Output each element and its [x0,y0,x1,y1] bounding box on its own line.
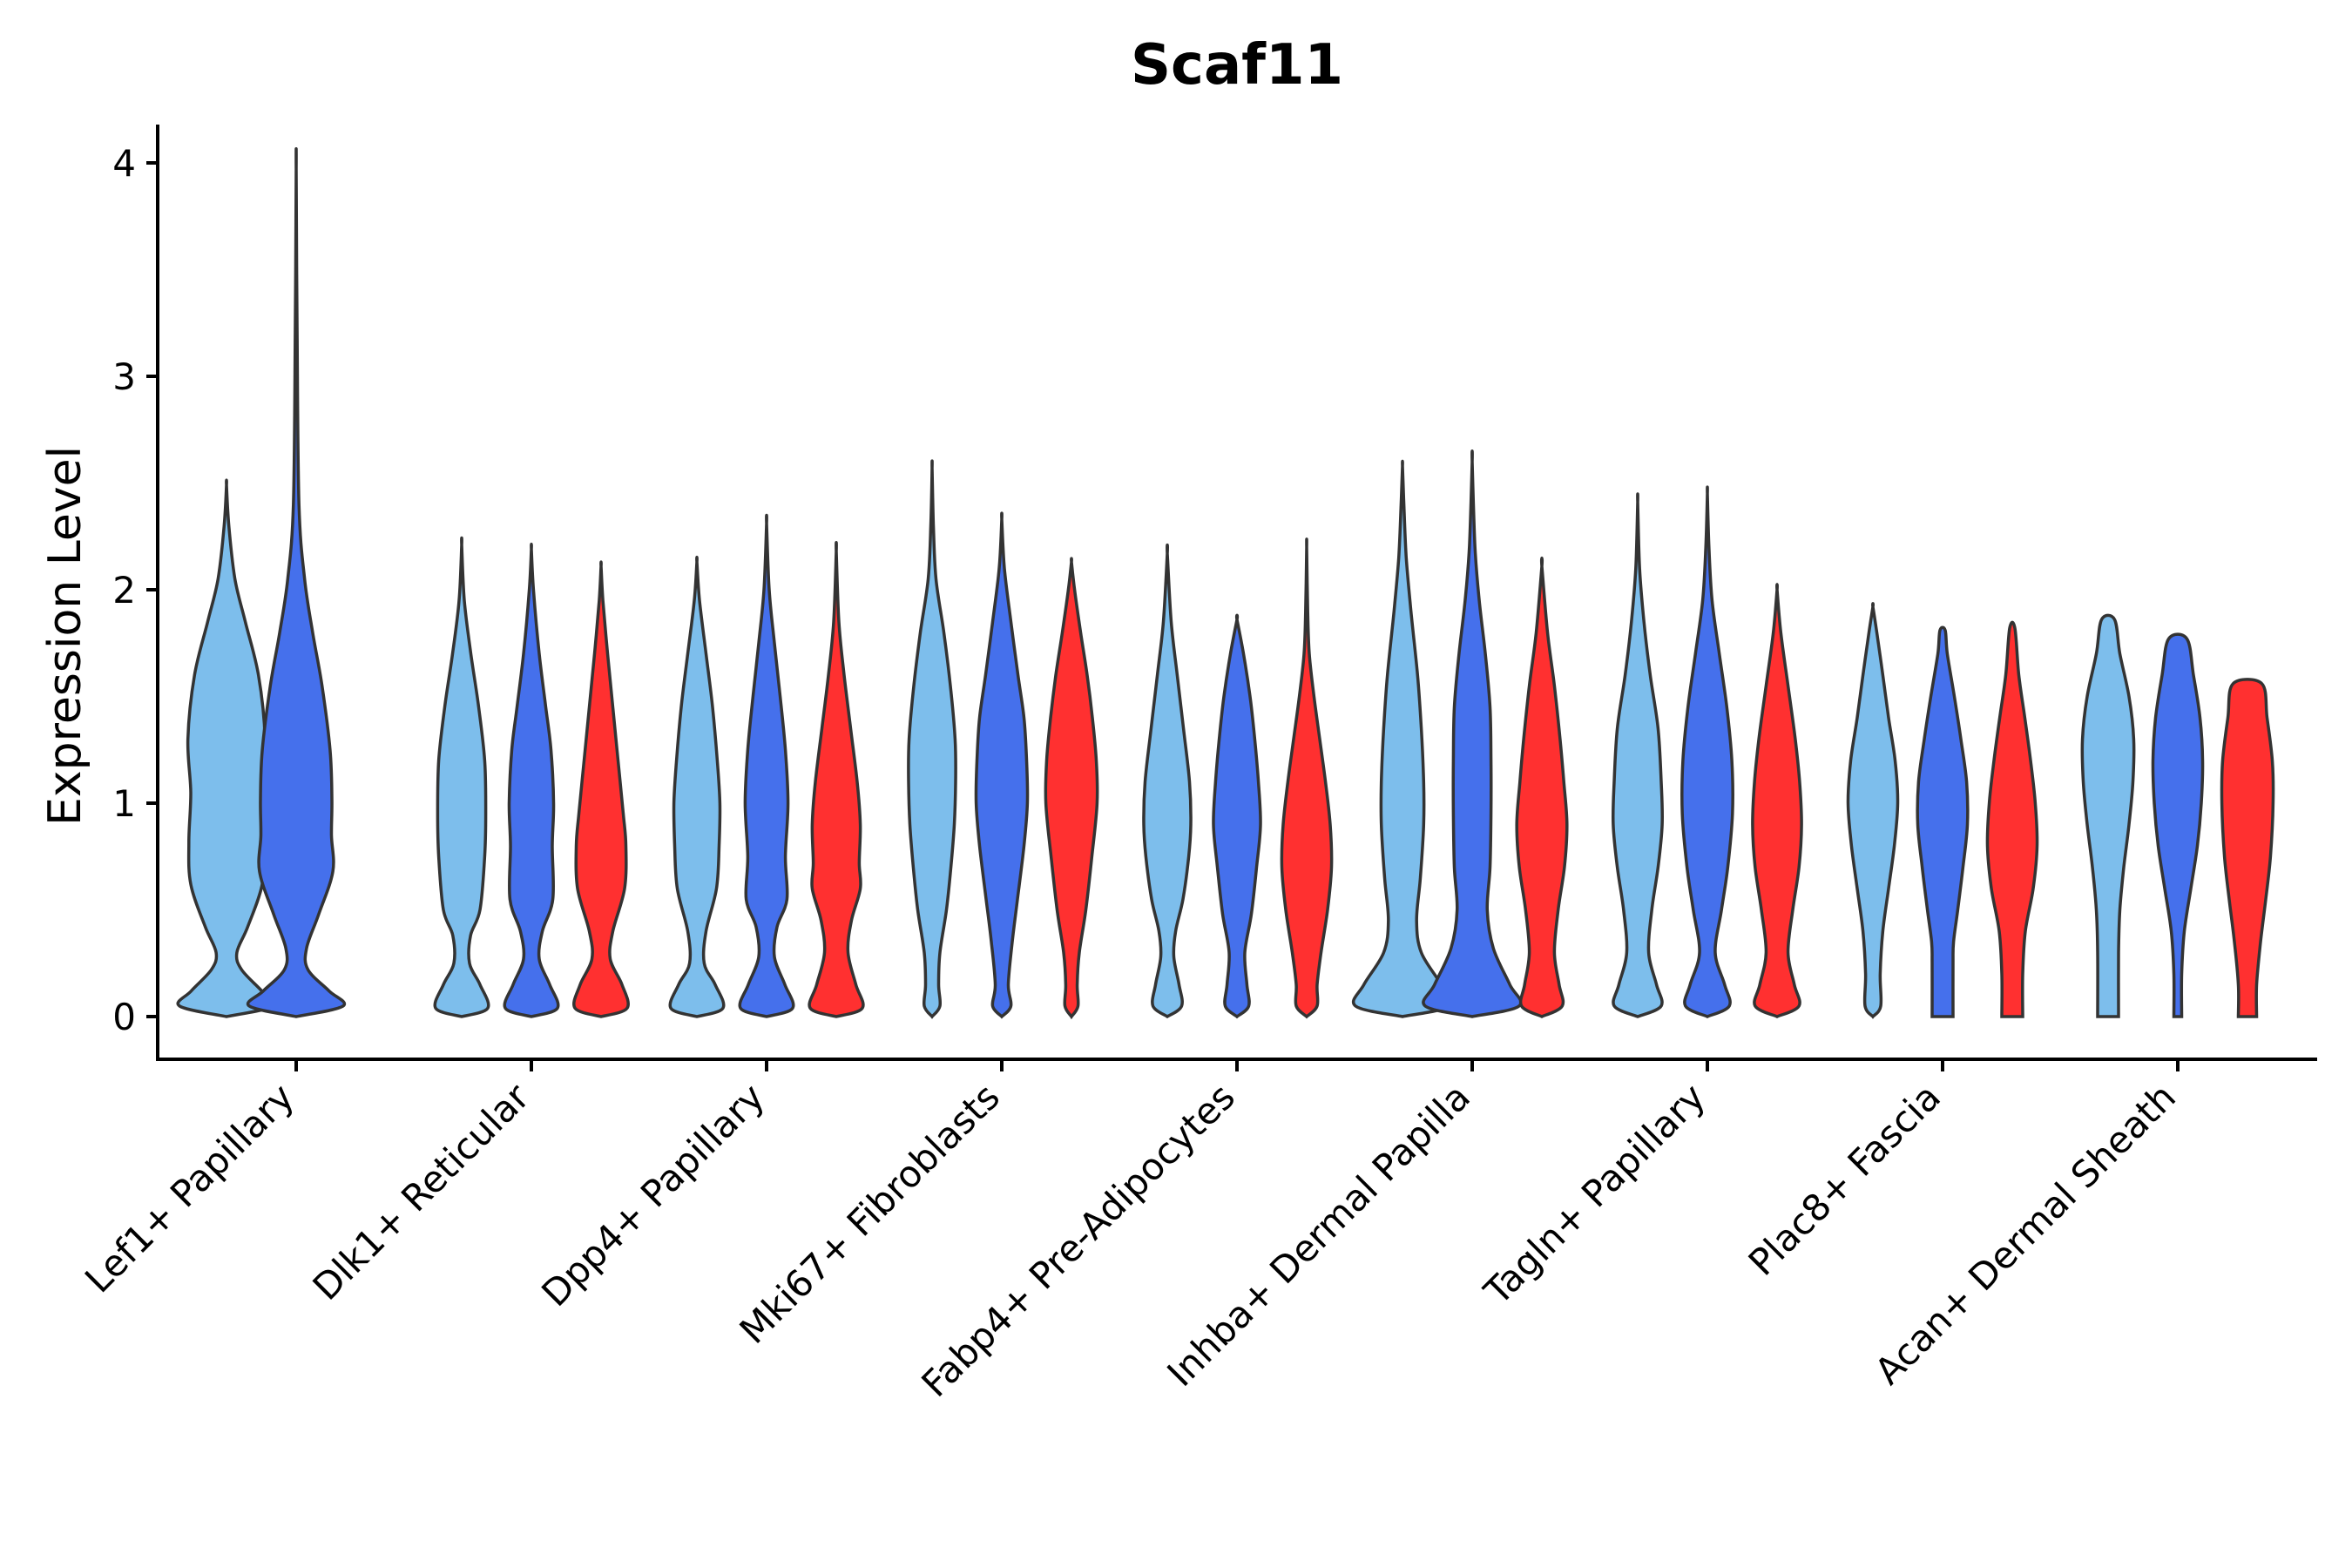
violin-dlk1-reticular-group-3 [572,560,630,1018]
violin-plac8-fascia-group-2 [1916,625,1970,1018]
chart-title: Scaf11 [1130,33,1344,98]
violin-layer [176,147,2275,1020]
violin-inhba-dermal-papilla-group-2 [1422,449,1523,1018]
violin-tagln-papillary-group-1 [1611,492,1665,1018]
x-tick-label: Mki67+ Fibroblasts [732,1075,1008,1351]
violin-plac8-fascia-group-3 [1985,620,2039,1018]
violin-fabp4-pre-adipocytes-group-3 [1280,537,1334,1019]
violin-fabp4-pre-adipocytes-group-2 [1212,613,1262,1019]
violin-dlk1-reticular-group-1 [433,536,490,1018]
violin-fabp4-pre-adipocytes-group-1 [1142,543,1193,1019]
x-tick-label: Plac8+ Fascia [1740,1075,1949,1283]
violin-tagln-papillary-group-2 [1680,485,1734,1018]
violin-mki67-fibroblasts-group-2 [974,511,1030,1019]
y-axis-ticks: 0 1 2 3 4 [112,142,158,1038]
violin-inhba-dermal-papilla-group-1 [1351,459,1454,1018]
y-tick-label: 0 [112,996,136,1038]
violin-dlk1-reticular-group-2 [503,542,560,1018]
y-axis-title: Expression Level [39,446,91,826]
x-tick-label: Tagln+ Papillary [1476,1075,1713,1313]
y-tick-label: 2 [112,569,136,612]
violin-dpp4-papillary-group-3 [808,541,865,1018]
violin-plac8-fascia-group-1 [1846,602,1900,1019]
violin-dpp4-papillary-group-2 [738,513,795,1018]
violin-inhba-dermal-papilla-group-3 [1515,556,1569,1018]
violin-lef1-papillary-group-1 [176,478,277,1018]
violin-acan-dermal-sheath-group-2 [2151,632,2205,1018]
y-tick-label: 3 [112,355,136,398]
x-tick-label: Dpp4+ Papillary [533,1075,773,1315]
y-tick-label: 4 [112,142,136,185]
violin-acan-dermal-sheath-group-1 [2080,613,2136,1018]
violin-acan-dermal-sheath-group-3 [2220,678,2275,1018]
violin-mki67-fibroblasts-group-3 [1044,557,1099,1020]
violin-tagln-papillary-group-3 [1751,583,1803,1018]
violin-lef1-papillary-group-2 [246,147,347,1018]
x-tick-label: Lef1+ Papillary [77,1075,302,1301]
violin-dpp4-papillary-group-1 [668,555,726,1018]
y-tick-label: 1 [112,782,136,825]
x-tick-label: Dlk1+ Reticular [305,1075,538,1308]
violin-mki67-fibroblasts-group-1 [907,459,957,1019]
